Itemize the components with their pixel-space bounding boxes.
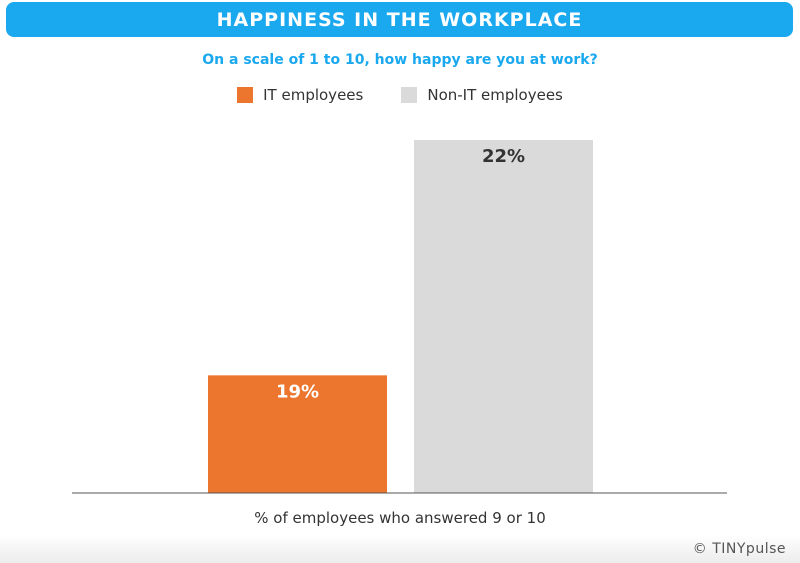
legend-swatch <box>237 87 254 103</box>
bar-it <box>208 375 387 493</box>
chart-title: HAPPINESS IN THE WORKPLACE <box>6 2 793 37</box>
legend-label: IT employees <box>263 86 364 104</box>
x-axis-label: % of employees who answered 9 or 10 <box>254 509 546 527</box>
legend-swatch <box>401 87 418 103</box>
footer-band <box>0 535 800 563</box>
legend: IT employees Non-IT employees <box>0 86 800 104</box>
legend-label: Non-IT employees <box>427 86 563 104</box>
data-label: 19% <box>276 381 319 402</box>
chart-subtitle: On a scale of 1 to 10, how happy are you… <box>202 52 598 68</box>
data-label: 22% <box>482 146 525 167</box>
bar-non-it <box>414 140 593 493</box>
credit: © TINYpulse <box>692 541 786 557</box>
legend-item-it: IT employees <box>237 86 363 104</box>
legend-item-non-it: Non-IT employees <box>401 86 563 104</box>
